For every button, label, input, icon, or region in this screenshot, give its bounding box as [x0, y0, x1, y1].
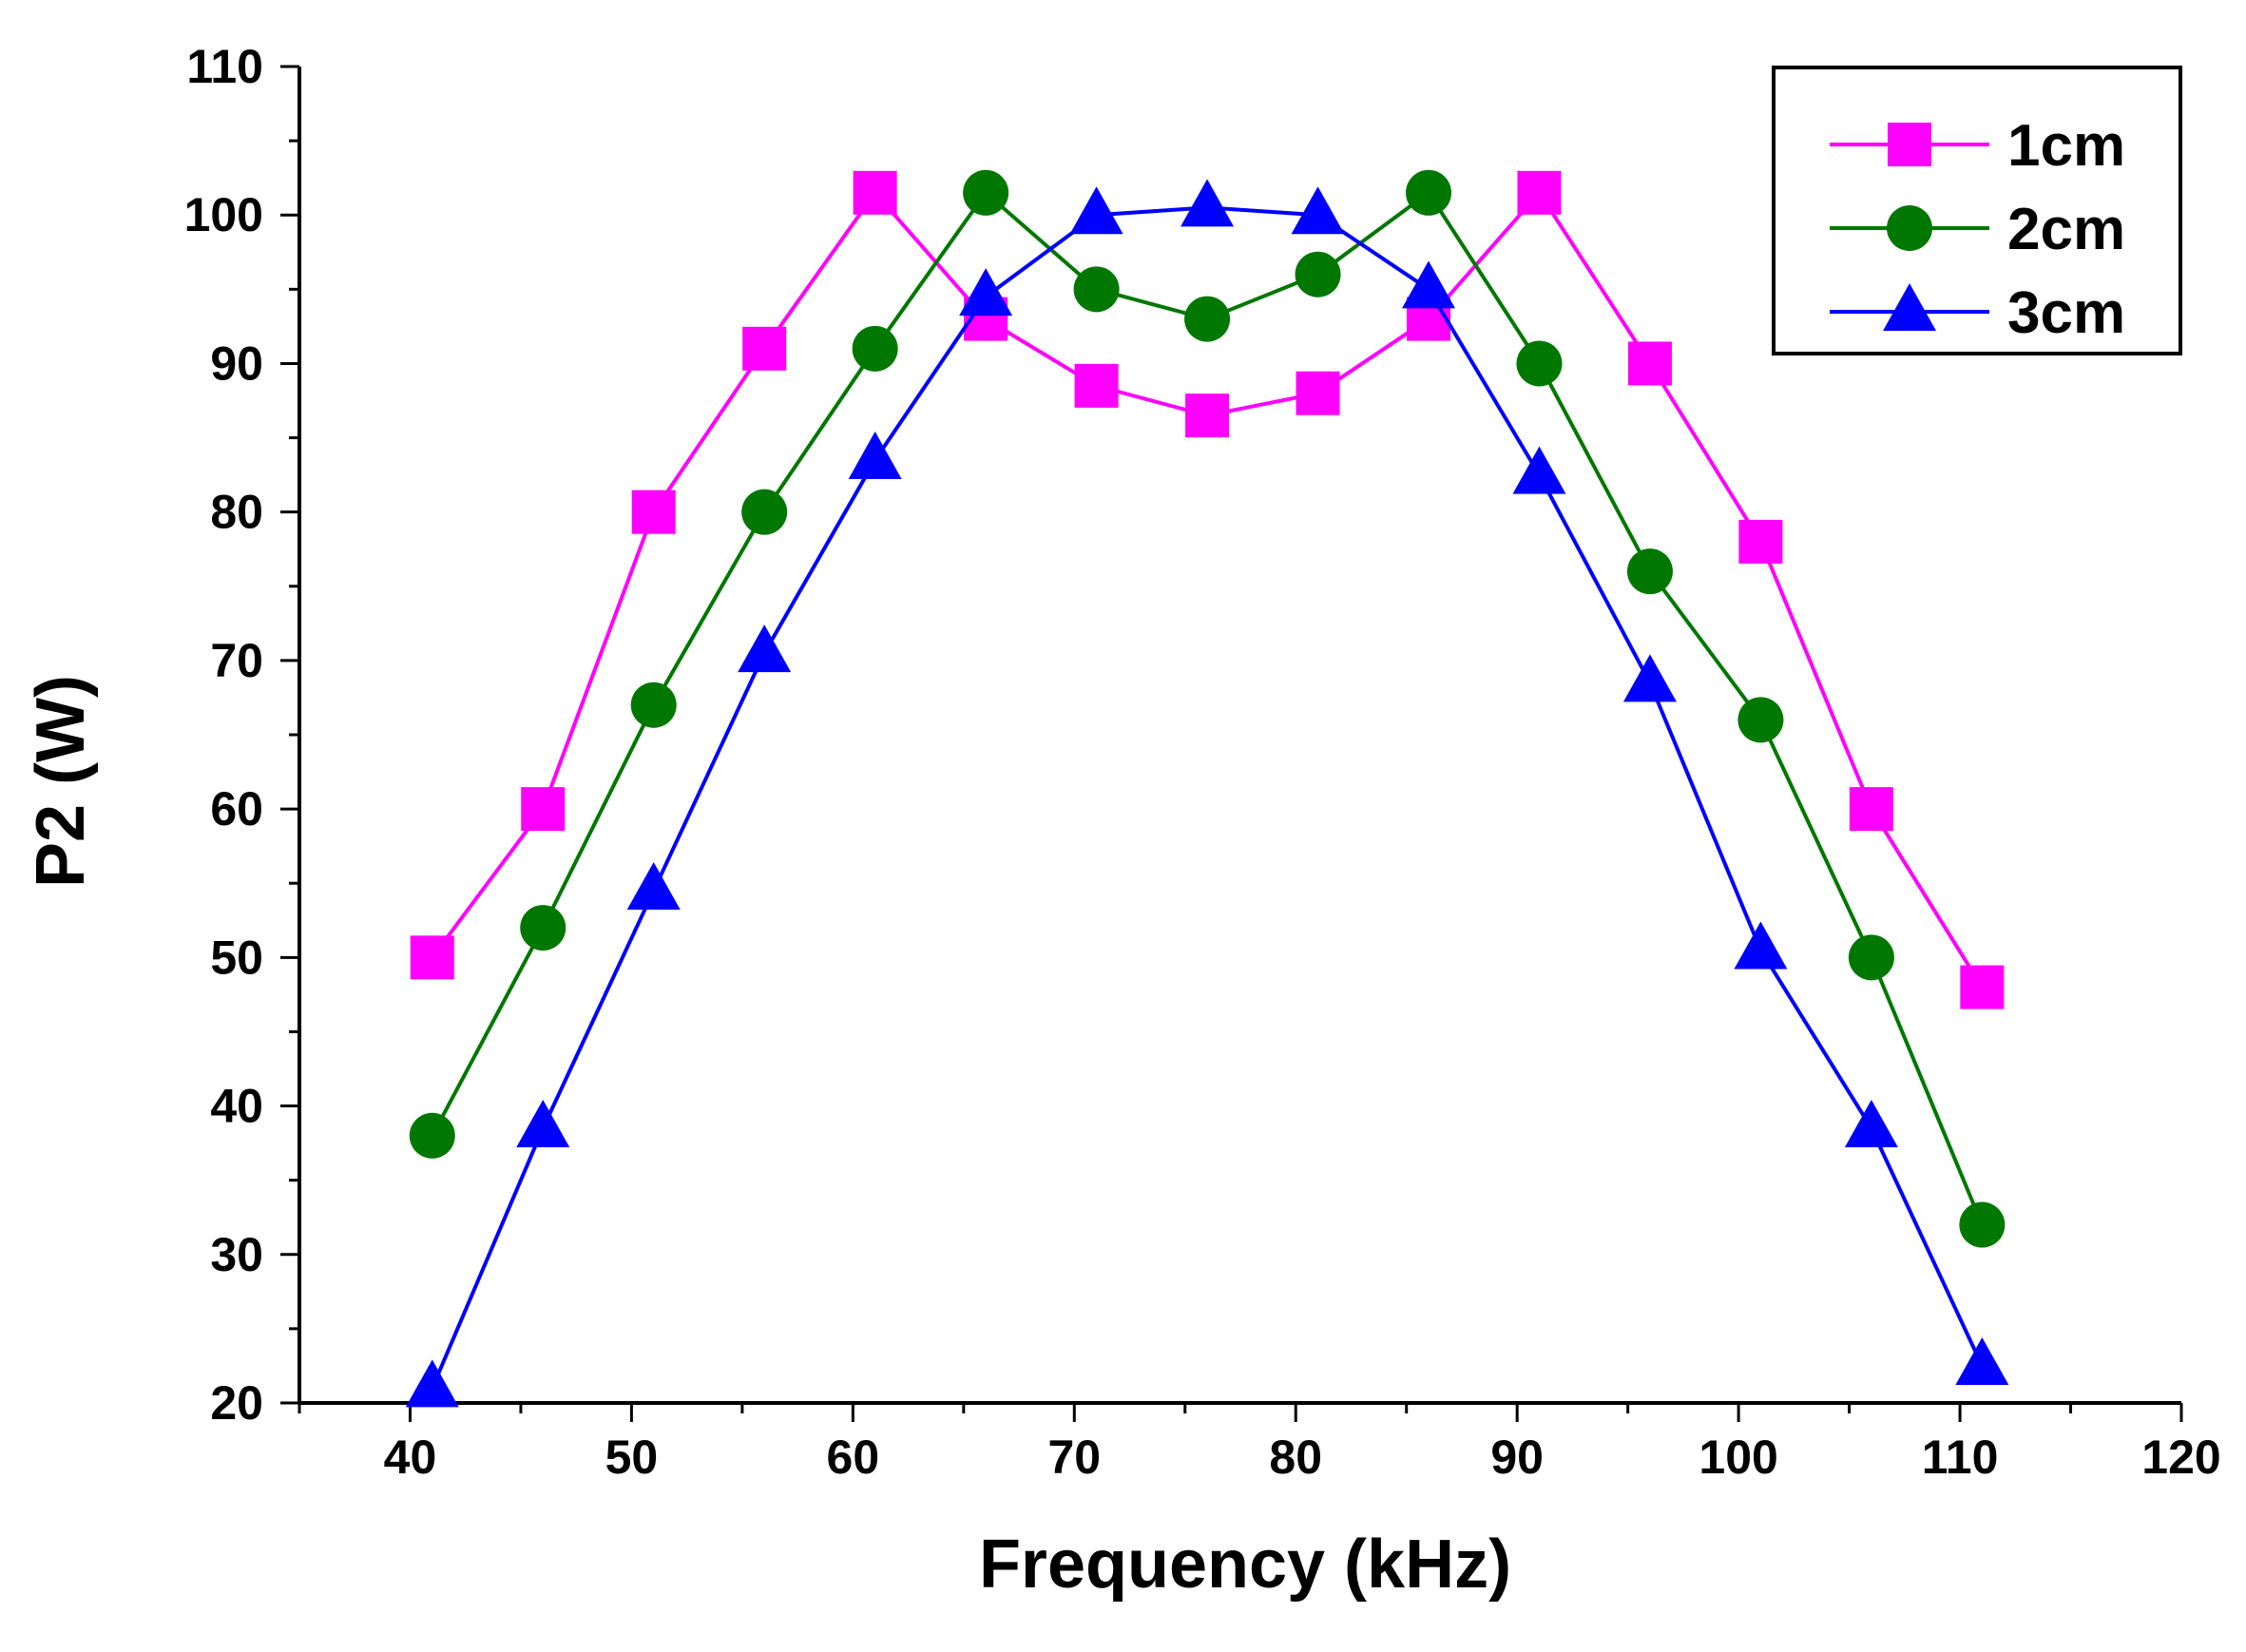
data-point-2cm — [409, 1112, 455, 1159]
data-point-2cm — [852, 325, 898, 372]
data-point-2cm — [963, 169, 1009, 216]
data-point-1cm — [1960, 965, 2005, 1009]
data-point-2cm — [1516, 340, 1563, 387]
x-axis-title: Frequency (kHz) — [979, 1527, 1511, 1603]
y-tick-label: 80 — [210, 486, 263, 539]
legend-label: 3cm — [2007, 280, 2125, 346]
series-line-3cm — [430, 205, 1985, 1390]
data-point-1cm — [742, 326, 787, 371]
data-point-2cm — [1737, 697, 1784, 743]
data-point-3cm — [1291, 186, 1345, 235]
y-tick-label: 70 — [210, 634, 263, 687]
data-point-2cm — [741, 489, 788, 535]
x-tick-label: 120 — [2141, 1431, 2220, 1484]
x-tick-label: 110 — [1922, 1431, 1999, 1484]
data-point-1cm — [1074, 363, 1119, 408]
y-tick-label: 90 — [210, 336, 263, 390]
legend-label: 1cm — [2007, 113, 2125, 179]
x-tick-label: 80 — [1269, 1431, 1322, 1484]
legend-marker — [1883, 283, 1936, 331]
data-point-2cm — [1295, 251, 1341, 298]
y-tick-label: 50 — [210, 931, 263, 984]
data-point-3cm — [1402, 260, 1455, 309]
y-tick-label: 30 — [210, 1228, 263, 1281]
data-point-2cm — [1073, 266, 1120, 313]
x-tick-label: 70 — [1047, 1431, 1101, 1484]
data-point-3cm — [959, 268, 1013, 317]
series-2cm — [409, 169, 2006, 1248]
data-point-1cm — [1627, 341, 1672, 386]
axis-ticks — [280, 65, 2183, 1422]
x-tick-label: 60 — [827, 1431, 880, 1484]
legend: 1cm 2cm 3cm — [1772, 66, 2182, 355]
data-point-1cm — [1296, 371, 1340, 415]
data-point-2cm — [1406, 169, 1451, 216]
y-tick-label: 100 — [184, 188, 263, 241]
x-tick-label: 90 — [1490, 1431, 1544, 1484]
data-point-3cm — [405, 1359, 459, 1408]
data-point-1cm — [521, 787, 566, 832]
data-point-3cm — [626, 862, 681, 911]
data-point-3cm — [1844, 1099, 1898, 1147]
y-tick-labels: 20 30 40 50 60 70 80 90 100 110 — [184, 40, 263, 1430]
data-point-1cm — [853, 170, 897, 215]
legend-item-3cm: 3cm — [1830, 280, 2125, 346]
data-point-1cm — [1738, 519, 1783, 564]
data-point-2cm — [1626, 548, 1673, 595]
data-point-2cm — [1184, 296, 1231, 342]
data-point-1cm — [1517, 170, 1562, 215]
legend-label: 2cm — [2007, 197, 2125, 262]
data-point-2cm — [1848, 934, 1894, 981]
series-layer — [405, 169, 2009, 1408]
series-1cm — [410, 170, 2005, 1009]
y-axis-title: P2 (W) — [23, 675, 99, 888]
data-point-1cm — [1849, 787, 1893, 832]
y-tick-label: 20 — [210, 1376, 263, 1430]
data-point-3cm — [1512, 446, 1566, 494]
x-tick-labels: 40 50 60 70 80 90 100 110 120 — [384, 1431, 2221, 1484]
data-point-3cm — [516, 1099, 570, 1147]
data-point-1cm — [1185, 394, 1230, 438]
x-tick-label: 40 — [384, 1431, 437, 1484]
data-point-2cm — [630, 682, 677, 728]
data-point-3cm — [1955, 1336, 2009, 1385]
legend-box — [1772, 66, 2182, 355]
axes — [298, 67, 2181, 1405]
data-point-3cm — [1622, 654, 1677, 702]
x-tick-label: 100 — [1699, 1431, 1777, 1484]
data-point-1cm — [631, 490, 676, 534]
y-tick-label: 60 — [210, 782, 263, 836]
legend-marker — [1888, 123, 1931, 166]
legend-item-2cm: 2cm — [1830, 197, 2125, 262]
y-tick-label: 110 — [186, 40, 263, 93]
data-point-3cm — [1181, 179, 1235, 227]
x-tick-label: 50 — [605, 1431, 659, 1484]
legend-marker — [1887, 205, 1932, 251]
data-point-3cm — [1734, 921, 1788, 970]
data-point-2cm — [1959, 1201, 2006, 1248]
data-point-3cm — [738, 624, 792, 673]
data-point-3cm — [1069, 186, 1123, 235]
data-point-2cm — [520, 905, 566, 951]
y-tick-label: 40 — [210, 1080, 263, 1133]
data-point-3cm — [848, 431, 902, 479]
series-3cm — [405, 179, 2009, 1408]
legend-item-1cm: 1cm — [1830, 113, 2125, 179]
data-point-1cm — [410, 935, 454, 980]
